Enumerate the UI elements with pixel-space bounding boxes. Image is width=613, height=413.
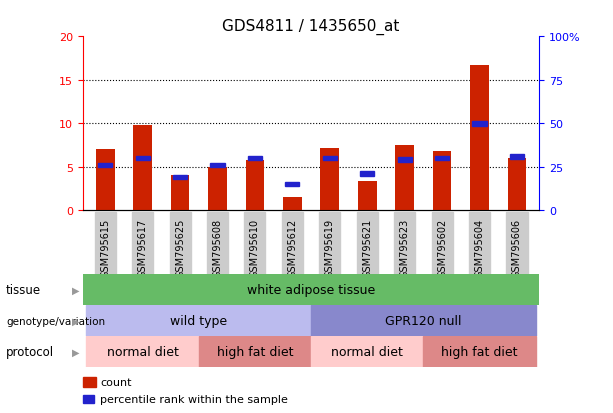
Bar [86, 306, 311, 337]
Text: tissue: tissue [6, 284, 41, 297]
Text: wild type: wild type [170, 315, 227, 328]
Text: ▶: ▶ [72, 285, 80, 295]
Bar [96, 150, 115, 211]
Bar [311, 306, 536, 337]
Text: high fat diet: high fat diet [441, 346, 518, 358]
Bar [208, 167, 227, 211]
Bar [435, 156, 449, 161]
Text: genotype/variation: genotype/variation [6, 316, 105, 326]
Text: normal diet: normal diet [107, 346, 178, 358]
Bar [210, 163, 224, 168]
Text: normal diet: normal diet [331, 346, 403, 358]
Bar [322, 156, 337, 161]
Text: ▶: ▶ [72, 316, 80, 326]
Bar [248, 156, 262, 161]
Bar [358, 182, 376, 211]
Bar [510, 154, 524, 159]
Text: protocol: protocol [6, 346, 55, 358]
Bar [133, 126, 152, 211]
Bar [473, 121, 487, 126]
Bar [424, 337, 536, 368]
Bar [98, 163, 112, 168]
Bar [285, 182, 300, 187]
Bar [433, 152, 451, 211]
Bar [171, 176, 189, 211]
Bar [135, 156, 150, 161]
Bar [86, 337, 199, 368]
Bar [199, 337, 311, 368]
Title: GDS4811 / 1435650_at: GDS4811 / 1435650_at [223, 18, 400, 34]
Text: GPR120 null: GPR120 null [385, 315, 462, 328]
Bar [470, 66, 489, 211]
Bar [508, 159, 527, 211]
Bar [283, 198, 302, 211]
Text: ▶: ▶ [72, 347, 80, 357]
Bar [246, 160, 264, 211]
Bar [173, 175, 187, 180]
Text: white adipose tissue: white adipose tissue [247, 284, 375, 297]
Bar [311, 337, 424, 368]
Bar [398, 158, 412, 163]
Bar [321, 148, 339, 211]
Text: count: count [100, 377, 131, 387]
Bar [360, 172, 375, 177]
Text: high fat diet: high fat diet [217, 346, 293, 358]
Text: percentile rank within the sample: percentile rank within the sample [100, 394, 287, 404]
Bar [395, 146, 414, 211]
